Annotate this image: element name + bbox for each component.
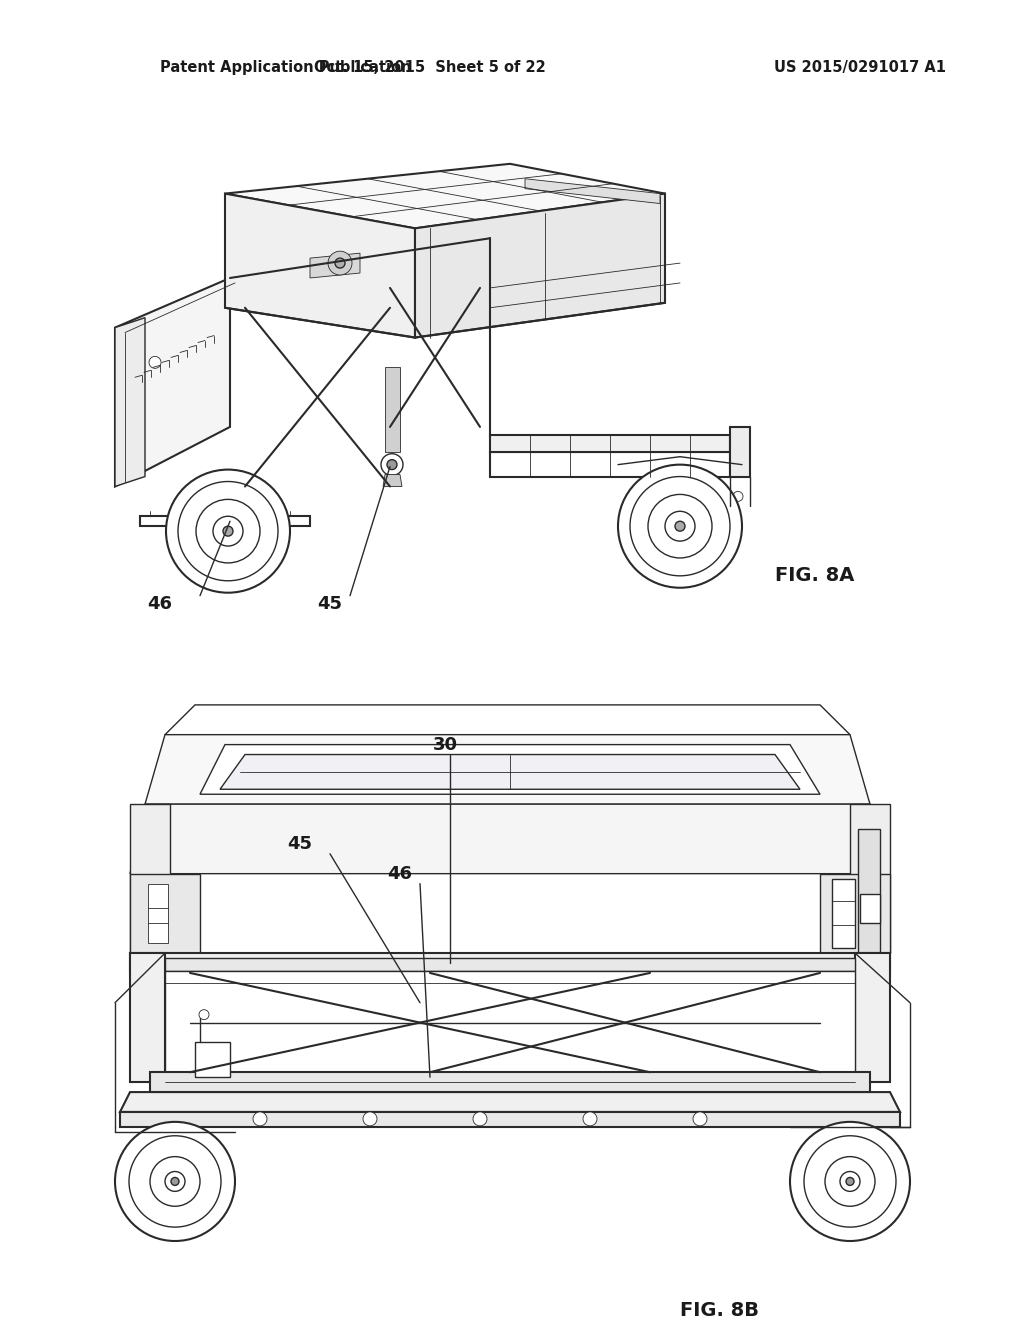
Polygon shape: [225, 164, 665, 228]
Polygon shape: [490, 434, 730, 451]
Polygon shape: [385, 367, 400, 451]
Circle shape: [648, 495, 712, 558]
Circle shape: [196, 499, 260, 562]
Polygon shape: [130, 953, 890, 973]
Polygon shape: [140, 516, 310, 527]
Circle shape: [790, 1122, 910, 1241]
Polygon shape: [860, 894, 880, 923]
Circle shape: [223, 527, 233, 536]
Circle shape: [665, 511, 695, 541]
Polygon shape: [383, 475, 402, 487]
Polygon shape: [850, 804, 890, 953]
Polygon shape: [490, 451, 730, 477]
Polygon shape: [150, 1072, 870, 1092]
Circle shape: [693, 1111, 707, 1126]
Text: 45: 45: [288, 834, 312, 853]
Text: Patent Application Publication: Patent Application Publication: [160, 59, 412, 75]
Circle shape: [618, 465, 742, 587]
Polygon shape: [165, 958, 855, 972]
Text: FIG. 8B: FIG. 8B: [681, 1302, 760, 1320]
Polygon shape: [130, 804, 170, 953]
Text: 46: 46: [147, 594, 172, 612]
Circle shape: [362, 1111, 377, 1126]
Text: 46: 46: [387, 865, 413, 883]
Circle shape: [583, 1111, 597, 1126]
Circle shape: [115, 1122, 234, 1241]
Polygon shape: [130, 804, 890, 874]
Polygon shape: [165, 705, 850, 735]
Polygon shape: [120, 1092, 900, 1111]
Polygon shape: [855, 953, 890, 1082]
Polygon shape: [130, 953, 165, 1082]
Circle shape: [387, 459, 397, 470]
Polygon shape: [310, 253, 360, 279]
Text: 45: 45: [317, 594, 342, 612]
Polygon shape: [115, 279, 230, 487]
Polygon shape: [130, 874, 200, 953]
Text: FIG. 8A: FIG. 8A: [775, 566, 855, 585]
Circle shape: [150, 356, 161, 368]
Circle shape: [825, 1156, 874, 1206]
Text: 30: 30: [432, 735, 458, 754]
Polygon shape: [525, 178, 660, 203]
Polygon shape: [225, 194, 415, 338]
Polygon shape: [145, 735, 870, 804]
Polygon shape: [415, 194, 665, 338]
Circle shape: [328, 251, 352, 275]
Circle shape: [150, 1156, 200, 1206]
Circle shape: [213, 516, 243, 546]
Polygon shape: [220, 755, 800, 789]
Circle shape: [381, 454, 403, 475]
Circle shape: [165, 1172, 185, 1192]
Polygon shape: [858, 829, 880, 964]
Circle shape: [335, 259, 345, 268]
Circle shape: [675, 521, 685, 531]
Polygon shape: [148, 883, 168, 944]
Text: US 2015/0291017 A1: US 2015/0291017 A1: [774, 59, 946, 75]
Polygon shape: [195, 1043, 230, 1077]
Circle shape: [178, 482, 278, 581]
Circle shape: [846, 1177, 854, 1185]
Circle shape: [166, 470, 290, 593]
Text: Oct. 15, 2015  Sheet 5 of 22: Oct. 15, 2015 Sheet 5 of 22: [314, 59, 546, 75]
Polygon shape: [165, 972, 855, 1072]
Circle shape: [630, 477, 730, 576]
Circle shape: [840, 1172, 860, 1192]
Polygon shape: [200, 744, 820, 795]
Circle shape: [171, 1177, 179, 1185]
Circle shape: [473, 1111, 487, 1126]
Polygon shape: [120, 1111, 900, 1127]
Polygon shape: [820, 874, 890, 953]
Polygon shape: [831, 879, 855, 948]
Circle shape: [199, 1010, 209, 1019]
Circle shape: [733, 491, 743, 502]
Circle shape: [253, 1111, 267, 1126]
Polygon shape: [115, 318, 145, 487]
Circle shape: [804, 1135, 896, 1228]
Polygon shape: [730, 426, 750, 477]
Circle shape: [129, 1135, 221, 1228]
